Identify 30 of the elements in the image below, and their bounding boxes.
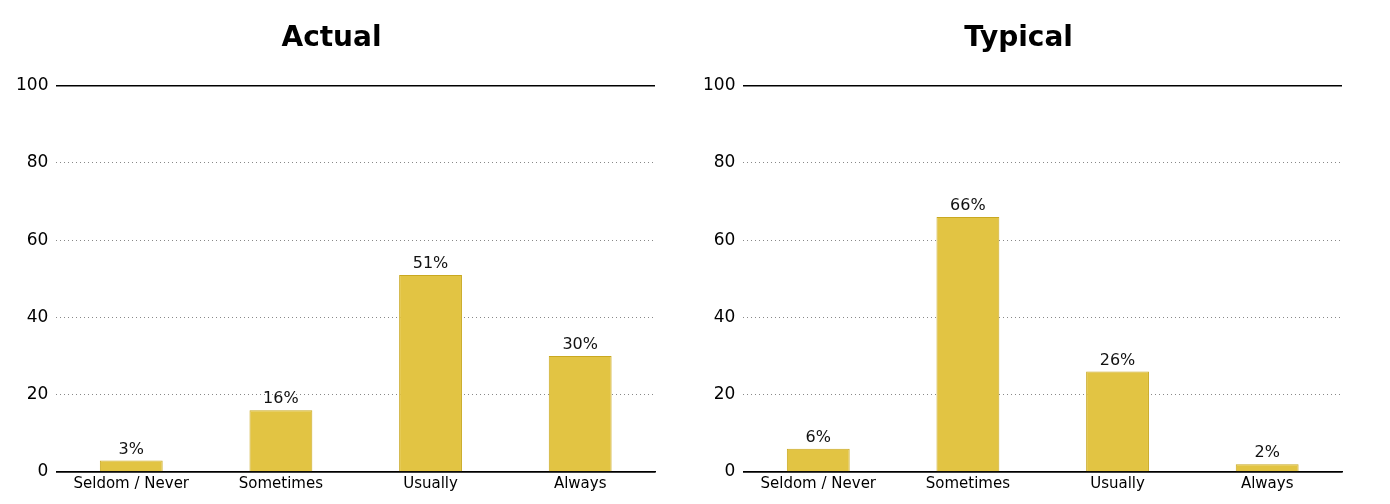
x-tick-label: Usually xyxy=(1090,473,1146,492)
chart-title: Actual xyxy=(281,20,382,54)
data-label: 3% xyxy=(118,438,144,458)
y-tick-label: 60 xyxy=(26,228,49,249)
x-tick-label: Always xyxy=(1240,473,1294,492)
y-tick-label: 40 xyxy=(713,305,736,326)
y-tick-label: 100 xyxy=(702,74,736,95)
x-tick-label: Sometimes xyxy=(925,473,1011,492)
x-tick-label: Usually xyxy=(403,473,459,492)
y-tick-label: 60 xyxy=(713,228,736,249)
y-tick-label: 100 xyxy=(15,74,49,95)
y-tick-label: 0 xyxy=(724,460,736,481)
y-tick-label: 0 xyxy=(37,460,49,481)
data-label: 26% xyxy=(1099,349,1136,369)
data-label: 51% xyxy=(412,253,449,273)
x-tick-label: Seldom / Never xyxy=(73,473,190,492)
data-label: 16% xyxy=(263,388,299,408)
y-tick-label: 80 xyxy=(713,151,736,172)
y-tick-label: 40 xyxy=(26,305,49,326)
x-tick-label: Always xyxy=(553,473,607,492)
data-label: 30% xyxy=(562,334,598,354)
y-tick-label: 20 xyxy=(713,383,736,404)
x-tick-label: Seldom / Never xyxy=(760,473,877,492)
y-tick-label: 80 xyxy=(26,151,49,172)
data-label: 6% xyxy=(805,426,831,446)
x-tick-label: Sometimes xyxy=(238,473,324,492)
data-label: 66% xyxy=(950,195,986,215)
data-label: 2% xyxy=(1254,442,1280,462)
y-tick-label: 20 xyxy=(26,383,49,404)
chart-title: Typical xyxy=(964,20,1073,54)
